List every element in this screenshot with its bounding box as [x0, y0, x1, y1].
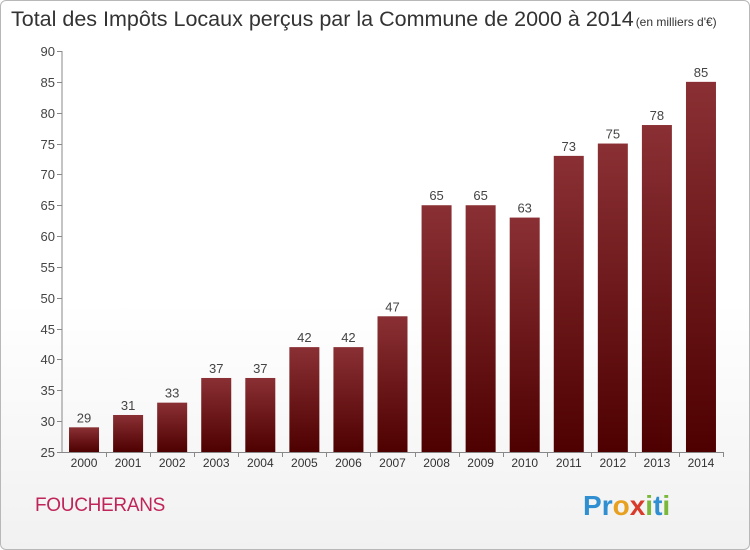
bar: [289, 347, 320, 452]
bar-value-label: 37: [209, 361, 223, 376]
bar-value-label: 37: [253, 361, 267, 376]
y-tick-label: 90: [41, 44, 55, 59]
bar: [685, 81, 716, 452]
proxiti-logo: Proxiti: [583, 490, 670, 522]
bar: [333, 347, 364, 452]
y-tick-label: 65: [41, 198, 55, 213]
logo-letter: o: [612, 490, 630, 521]
x-tick-label: 2012: [599, 456, 626, 470]
bar: [113, 414, 144, 452]
x-tick-label: 2006: [335, 456, 362, 470]
y-tick-label: 70: [41, 167, 55, 182]
bar: [245, 377, 276, 452]
y-tick-label: 85: [41, 75, 55, 90]
bar-value-label: 63: [517, 201, 531, 216]
bar: [377, 316, 408, 452]
x-tick-label: 2000: [71, 456, 98, 470]
bar-value-label: 29: [77, 410, 91, 425]
x-tick-label: 2005: [291, 456, 318, 470]
logo-letter: i: [662, 490, 671, 521]
y-tick-label: 50: [41, 291, 55, 306]
logo-letter: t: [653, 490, 663, 521]
bar-value-label: 78: [650, 108, 664, 123]
y-tick-label: 45: [41, 322, 55, 337]
bar: [465, 205, 496, 452]
bar: [641, 125, 672, 452]
commune-name: FOUCHERANS: [35, 495, 166, 516]
bar-value-label: 33: [165, 386, 179, 401]
chart-title: Total des Impôts Locaux perçus par la Co…: [11, 7, 717, 32]
bar: [201, 377, 232, 452]
chart-title-main: Total des Impôts Locaux perçus par la Co…: [11, 7, 634, 31]
x-tick-label: 2007: [379, 456, 406, 470]
logo-letter: r: [601, 490, 613, 521]
bar: [553, 155, 584, 452]
y-tick-label: 30: [41, 414, 55, 429]
y-tick-label: 80: [41, 106, 55, 121]
x-tick-label: 2004: [247, 456, 274, 470]
logo-letter: x: [629, 490, 646, 521]
bar: [509, 217, 540, 452]
bar-value-label: 47: [385, 299, 399, 314]
chart-title-unit: (en milliers d'€): [635, 15, 717, 29]
y-axis: 25 30 35 40 45 50 55 60 65 70 75 80 85 90: [41, 44, 63, 460]
y-tick-label: 40: [41, 352, 55, 367]
x-tick-label: 2009: [467, 456, 494, 470]
bar-value-label: 65: [473, 188, 487, 203]
bar-value-label: 65: [429, 188, 443, 203]
bar: [597, 143, 628, 453]
x-axis: 2000 2001 2002 2003 2004 2005 2006 2007 2008 2009…: [62, 452, 724, 470]
bar-value-label: 42: [341, 330, 355, 345]
x-tick-label: 2011: [556, 456, 582, 470]
y-tick-label: 35: [41, 383, 55, 398]
bar: [69, 427, 100, 452]
x-tick-label: 2001: [115, 456, 142, 470]
x-tick-label: 2003: [203, 456, 230, 470]
x-tick-label: 2010: [511, 456, 538, 470]
logo-letter: P: [583, 490, 602, 521]
x-tick-label: 2013: [644, 456, 671, 470]
bar-value-label: 73: [562, 139, 576, 154]
bars: 29 31 33 37 37 42 42 47 65 65 63 73 75 78 85: [69, 65, 716, 453]
logo-letter: i: [645, 490, 654, 521]
y-tick-label: 60: [41, 229, 55, 244]
bar: [157, 402, 188, 452]
y-tick-label: 25: [41, 445, 55, 460]
y-tick-label: 55: [41, 260, 55, 275]
bar-value-label: 75: [606, 127, 620, 142]
bar: [421, 205, 452, 452]
y-tick-label: 75: [41, 137, 55, 152]
bar-value-label: 85: [694, 65, 708, 80]
x-tick-label: 2002: [159, 456, 186, 470]
x-tick-label: 2014: [688, 456, 715, 470]
x-tick-label: 2008: [423, 456, 450, 470]
bar-value-label: 42: [297, 330, 311, 345]
bar-value-label: 31: [121, 398, 135, 413]
